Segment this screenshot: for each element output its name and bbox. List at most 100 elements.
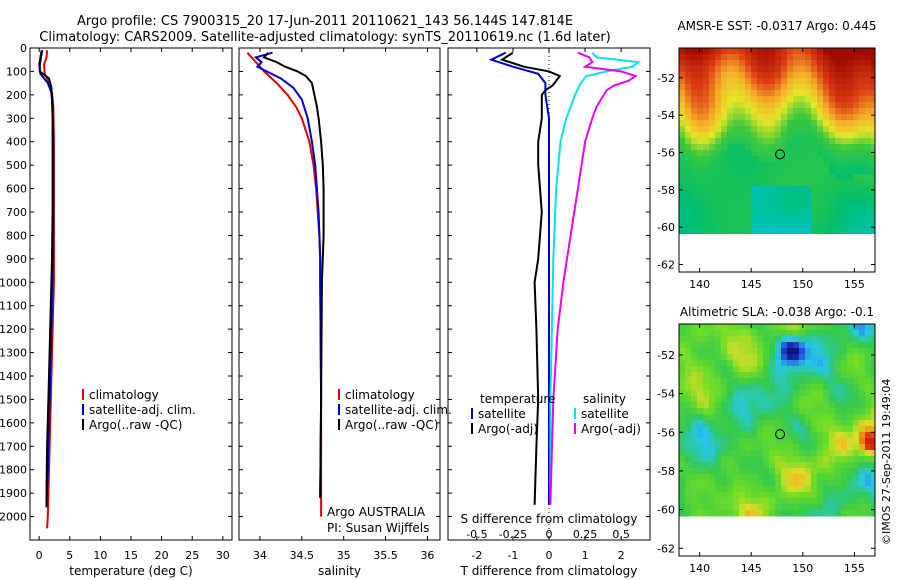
map-cell [817,54,824,61]
map-cell [745,414,752,421]
map-cell [853,462,860,469]
y-tick-label: 200 [6,89,27,102]
map-cell [757,126,764,133]
map-cell [871,162,875,169]
map-cell [715,60,722,67]
map-cell [829,108,836,115]
map-cell [733,432,740,439]
map-cell [859,438,866,445]
map-cell [697,174,704,181]
map-cell [871,396,875,403]
map-cell [853,390,860,397]
map-cell [823,72,830,79]
map-cell [709,330,716,337]
y-tick-label: 700 [6,206,27,219]
map-cell [847,414,854,421]
map-cell [859,480,866,487]
map-cell [829,504,836,511]
map-cell [775,228,782,234]
map-cell [865,66,872,73]
map-cell [847,222,854,229]
map-cell [727,408,734,415]
map-cell [811,222,818,229]
map-cell [787,498,794,505]
map-cell [853,162,860,169]
map-cell [751,102,758,109]
map-cell [859,450,866,457]
x-tick-label: 20 [155,549,169,562]
map-cell [733,144,740,151]
map-cell [865,108,872,115]
map-cell [805,60,812,67]
y-tick-label: 1200 [0,323,27,336]
map-cell [793,390,800,397]
map-cell [709,204,716,211]
map-cell [715,498,722,505]
map-cell [775,504,782,511]
map-cell [691,492,698,499]
map-cell [817,378,824,385]
map-cell [697,402,704,409]
map-cell [763,84,770,91]
map-cell [715,108,722,115]
y-tick-label: 500 [6,159,27,172]
map-cell [811,330,818,337]
map-cell [733,474,740,481]
map-cell [763,210,770,217]
map-cell [793,180,800,187]
map-cell [769,402,776,409]
map-cell [859,504,866,511]
map-cell [751,66,758,73]
map-cell [763,156,770,163]
map-cell [685,504,692,511]
map-cell [847,462,854,469]
map-cell [781,114,788,121]
map-cell [817,102,824,109]
map-cell [781,420,788,427]
map-cell [823,210,830,217]
map-cell [709,180,716,187]
map-cell [817,66,824,73]
map-cell [769,120,776,127]
map-cell [817,108,824,115]
y-tick-label: 1300 [0,347,27,360]
map-cell [751,90,758,97]
map-cell [733,210,740,217]
map-cell [853,354,860,361]
map-cell [853,366,860,373]
map-cell [745,156,752,163]
map-cell [841,204,848,211]
map-cell [853,174,860,181]
x-tick-label-top: 0.5 [612,528,630,541]
map-cell [853,192,860,199]
map-cell [859,378,866,385]
map-cell [781,414,788,421]
map-cell [685,168,692,175]
map-cell [853,150,860,157]
map-cell [703,126,710,133]
map-cell [775,180,782,187]
map-cell [757,120,764,127]
map-cell [871,432,875,439]
map-cell [775,168,782,175]
map-cell [727,138,734,145]
x-axis-label: temperature (deg C) [69,564,192,578]
map-cell [733,192,740,199]
map-cell [691,210,698,217]
map-cell [871,384,875,391]
map-cell [805,48,812,55]
map-cell [805,156,812,163]
map-cell [781,192,788,199]
map-cell [703,324,710,331]
map-cell [751,180,758,187]
map-cell [805,390,812,397]
map-cell [853,420,860,427]
map-cell [775,426,782,433]
map-cell [793,378,800,385]
map-cell [841,120,848,127]
map-cell [781,228,788,234]
map-cell [787,114,794,121]
map-cell [745,444,752,451]
map-cell [841,462,848,469]
map-cell [865,174,872,181]
